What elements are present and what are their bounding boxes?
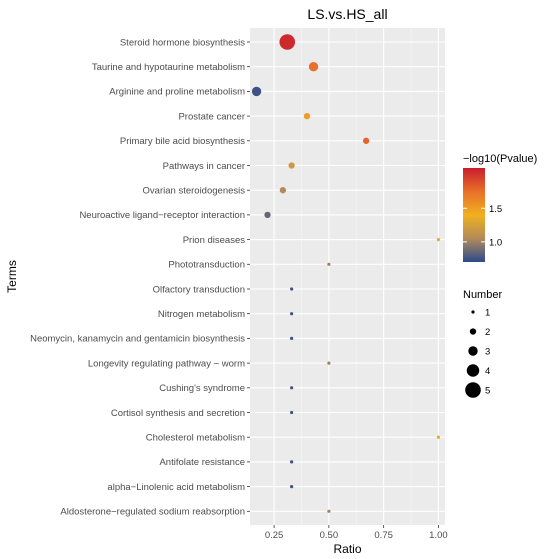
- grid-lines: [250, 28, 445, 525]
- y-tick-label: Primary bile acid biosynthesis: [120, 136, 245, 147]
- y-tick-label: Steroid hormone biosynthesis: [120, 37, 245, 48]
- x-axis: 0.25 0.50 0.75 1.00: [265, 525, 448, 541]
- x-tick-label: 1.00: [429, 530, 448, 541]
- data-point: [308, 61, 319, 72]
- x-tick-label: 0.25: [265, 530, 284, 541]
- data-point: [327, 361, 331, 365]
- size-legend-label: 5: [485, 386, 490, 397]
- data-point: [290, 386, 294, 390]
- size-legend-dot: [465, 382, 481, 398]
- y-tick-label: Antifolate resistance: [159, 457, 245, 468]
- y-tick-label: Arginine and proline metabolism: [109, 87, 245, 98]
- data-point: [288, 162, 295, 169]
- data-point: [327, 509, 331, 513]
- colorbar-tick-label: 1.0: [489, 237, 502, 248]
- size-legend: Number 1 2 3 4 5: [463, 289, 502, 398]
- y-tick-label: Aldosterone−regulated sodium reabsorptio…: [60, 507, 245, 518]
- size-legend-title: Number: [463, 289, 502, 301]
- data-point: [290, 410, 294, 415]
- data-point: [251, 86, 262, 97]
- color-legend: −log10(Pvalue) 1.0 1.5: [463, 153, 537, 262]
- y-tick-label: Nitrogen metabolism: [158, 309, 245, 320]
- size-legend-dot: [469, 328, 477, 335]
- y-tick-label: Neuroactive ligand−receptor interaction: [79, 210, 245, 221]
- data-point: [290, 287, 294, 291]
- color-legend-title: −log10(Pvalue): [463, 153, 537, 165]
- size-legend-label: 3: [485, 347, 490, 358]
- size-legend-label: 4: [485, 366, 490, 377]
- y-tick-label: Cushing's syndrome: [159, 383, 245, 394]
- y-tick-label: Taurine and hypotaurine metabolism: [92, 62, 245, 73]
- y-tick-label: Neomycin, kanamycin and gentamicin biosy…: [30, 334, 245, 345]
- y-tick-label: Prostate cancer: [178, 111, 245, 122]
- y-tick-label: Prion diseases: [183, 235, 246, 246]
- y-axis-title: Terms: [5, 260, 19, 293]
- data-point: [436, 238, 441, 242]
- data-point: [290, 312, 294, 316]
- data-points: [251, 34, 441, 513]
- y-tick-label: Cortisol synthesis and secretion: [111, 408, 245, 419]
- x-tick-label: 0.75: [374, 530, 393, 541]
- data-point: [279, 34, 296, 50]
- data-point: [436, 435, 441, 439]
- size-legend-dot: [466, 364, 480, 377]
- y-tick-label: Phototransduction: [168, 260, 245, 271]
- data-point: [290, 460, 294, 464]
- data-point: [362, 137, 370, 144]
- y-tick-label: Pathways in cancer: [163, 161, 245, 172]
- data-point: [303, 112, 311, 120]
- colorbar: [463, 168, 485, 262]
- data-point: [264, 211, 271, 219]
- plot-panel: [250, 28, 445, 525]
- data-point: [290, 485, 294, 489]
- y-tick-label: Longevity regulating pathway − worm: [88, 358, 245, 369]
- chart-title: LS.vs.HS_all: [307, 6, 387, 22]
- y-tick-label: Olfactory transduction: [153, 284, 245, 295]
- size-legend-dot: [468, 346, 478, 356]
- size-legend-label: 2: [485, 327, 490, 338]
- x-tick-label: 0.50: [320, 530, 339, 541]
- y-tick-label: Ovarian steroidogenesis: [143, 186, 246, 197]
- data-point: [327, 262, 331, 266]
- data-point: [279, 187, 287, 194]
- size-legend-dot: [471, 310, 475, 314]
- size-legend-label: 1: [485, 308, 490, 319]
- y-tick-label: alpha−Linolenic acid metabolism: [107, 482, 245, 493]
- colorbar-tick-label: 1.5: [489, 204, 502, 215]
- y-tick-label: Cholesterol metabolism: [146, 433, 245, 444]
- y-axis: Steroid hormone biosynthesis Taurine and …: [30, 37, 250, 518]
- data-point: [290, 336, 294, 340]
- x-axis-title: Ratio: [333, 542, 361, 556]
